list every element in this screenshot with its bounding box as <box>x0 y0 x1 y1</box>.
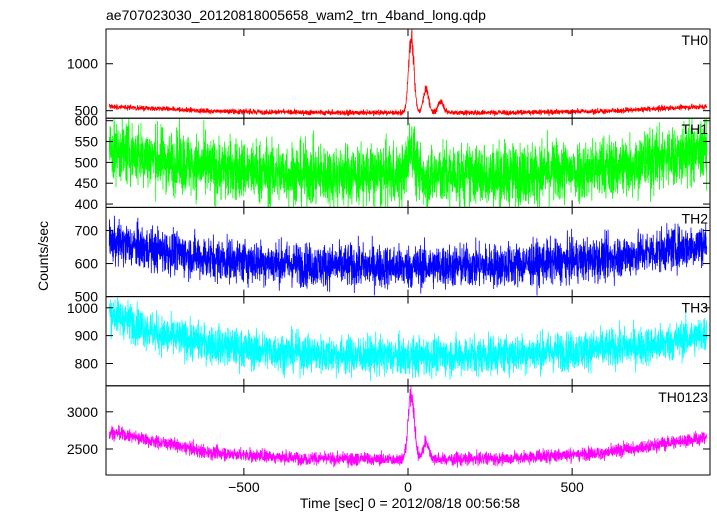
y-tick-label: 1000 <box>67 56 98 72</box>
y-tick-label: 500 <box>75 289 99 305</box>
panel-label-th2: TH2 <box>682 210 709 226</box>
series-line-th2 <box>108 215 708 296</box>
y-tick-label: 1000 <box>67 300 98 316</box>
panel-label-th1: TH1 <box>682 121 709 137</box>
y-tick-label: 500 <box>75 103 99 119</box>
x-tick-label: 500 <box>560 479 584 495</box>
x-tick-label: −500 <box>228 479 260 495</box>
x-tick-label: 0 <box>404 479 412 495</box>
panel-label-th0123: TH0123 <box>658 389 708 405</box>
y-tick-label: 450 <box>75 175 99 191</box>
panel-frame-th0123 <box>105 385 711 476</box>
y-axis-label: Counts/sec <box>35 221 51 291</box>
panel-label-th0: TH0 <box>682 32 709 48</box>
y-tick-label: 3000 <box>67 404 98 420</box>
series-line-th1 <box>108 118 708 208</box>
y-tick-label: 400 <box>75 196 99 212</box>
series-line-th3 <box>108 296 708 381</box>
x-axis-label: Time [sec] 0 = 2012/08/18 00:56:58 <box>300 495 520 511</box>
y-tick-label: 600 <box>75 113 99 129</box>
y-tick-label: 700 <box>75 223 99 239</box>
y-tick-label: 550 <box>75 134 99 150</box>
series-line-th0 <box>108 29 708 117</box>
y-tick-label: 2500 <box>67 441 98 457</box>
panel-label-th3: TH3 <box>682 300 709 316</box>
y-tick-label: 900 <box>75 328 99 344</box>
y-tick-label: 800 <box>75 356 99 372</box>
series-line-th0123 <box>108 385 708 468</box>
y-tick-label: 600 <box>75 256 99 272</box>
y-tick-label: 500 <box>75 154 99 170</box>
chart-title: ae707023030_20120818005658_wam2_trn_4ban… <box>106 7 486 23</box>
panels-group: 5001000TH0400450500550600TH1500600700TH2… <box>67 28 711 495</box>
